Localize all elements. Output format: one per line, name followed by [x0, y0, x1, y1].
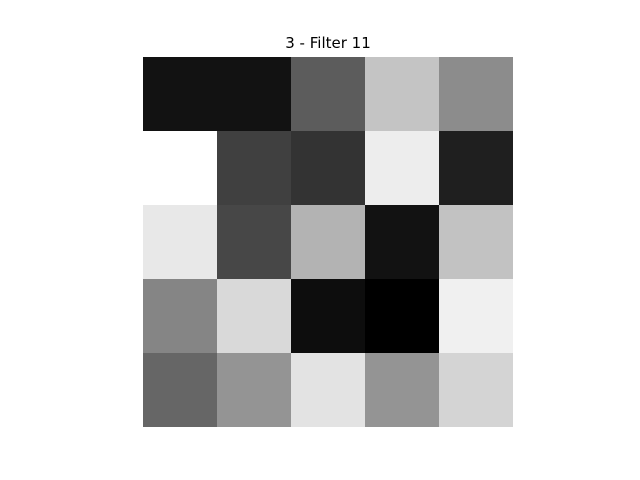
heatmap-cell-r3-c2 [291, 279, 366, 354]
heatmap-cell-r1-c2 [291, 131, 366, 206]
heatmap-cell-r0-c2 [291, 57, 366, 132]
heatmap-cell-r4-c3 [365, 353, 440, 427]
heatmap-cell-r3-c3 [365, 279, 440, 354]
heatmap-cell-r0-c3 [365, 57, 440, 132]
heatmap-cell-r0-c0 [143, 57, 218, 132]
heatmap-cell-r1-c4 [439, 131, 513, 206]
heatmap-cell-r2-c2 [291, 205, 366, 280]
heatmap-cell-r2-c4 [439, 205, 513, 280]
heatmap-cell-r1-c0 [143, 131, 218, 206]
heatmap-cell-r3-c4 [439, 279, 513, 354]
heatmap-cell-r2-c1 [217, 205, 292, 280]
heatmap-cell-r2-c0 [143, 205, 218, 280]
heatmap-cell-r4-c0 [143, 353, 218, 427]
heatmap [143, 57, 513, 427]
heatmap-cell-r3-c0 [143, 279, 218, 354]
heatmap-cell-r2-c3 [365, 205, 440, 280]
heatmap-cell-r1-c3 [365, 131, 440, 206]
chart-title: 3 - Filter 11 [285, 34, 371, 52]
heatmap-cell-r0-c4 [439, 57, 513, 132]
heatmap-cell-r4-c1 [217, 353, 292, 427]
heatmap-cell-r3-c1 [217, 279, 292, 354]
heatmap-cell-r4-c2 [291, 353, 366, 427]
heatmap-cell-r1-c1 [217, 131, 292, 206]
heatmap-cell-r4-c4 [439, 353, 513, 427]
heatmap-cell-r0-c1 [217, 57, 292, 132]
